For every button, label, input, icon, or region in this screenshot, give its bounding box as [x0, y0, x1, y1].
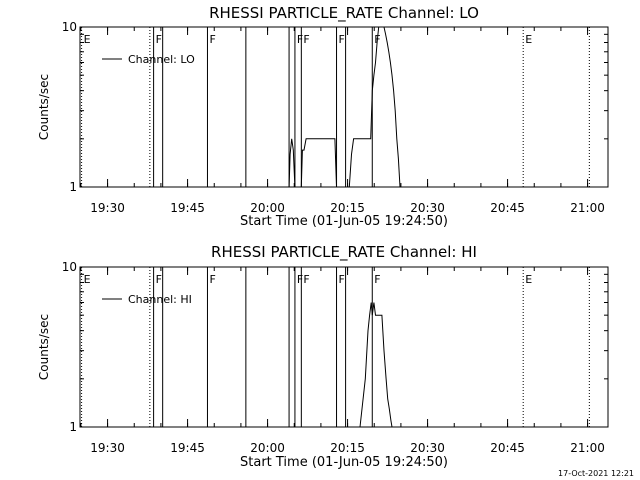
- x-axis-label: Start Time (01-Jun-05 19:24:50): [240, 455, 448, 470]
- y-tick-label: 10: [62, 20, 77, 34]
- event-marker-label: E: [525, 33, 532, 46]
- event-marker-label: F: [209, 273, 215, 286]
- x-tick-label: 20:45: [490, 441, 525, 455]
- x-tick-label: 19:45: [170, 441, 205, 455]
- y-axis-label: Counts/sec: [37, 74, 51, 140]
- x-tick-label: 19:45: [170, 201, 205, 215]
- legend-label: Channel: HI: [128, 293, 192, 306]
- x-tick-label: 20:00: [250, 441, 285, 455]
- x-tick-label: 20:45: [490, 201, 525, 215]
- event-marker-label: E: [525, 273, 532, 286]
- chart-title: RHESSI PARTICLE_RATE Channel: HI: [211, 243, 477, 262]
- plot-frame: [79, 26, 609, 188]
- x-tick-label: 20:00: [250, 201, 285, 215]
- chart-panel-hi: RHESSI PARTICLE_RATE Channel: HI Counts/s…: [37, 243, 609, 470]
- event-marker-label: E: [84, 33, 91, 46]
- x-tick-label: 21:00: [570, 201, 605, 215]
- x-axis-label: Start Time (01-Jun-05 19:24:50): [240, 214, 448, 229]
- x-tick-label: 19:30: [90, 441, 125, 455]
- event-marker-label: F: [156, 33, 162, 46]
- chart-panel-lo: RHESSI PARTICLE_RATE Channel: LO Counts/s…: [37, 4, 609, 229]
- timestamp-footer: 17-Oct-2021 12:21: [558, 469, 634, 478]
- x-tick-label: 20:15: [330, 201, 365, 215]
- event-marker-label: F: [297, 273, 303, 286]
- y-tick-label: 10: [62, 260, 77, 274]
- x-tick-label: 20:30: [410, 441, 445, 455]
- x-tick-label: 20:15: [330, 441, 365, 455]
- legend-label: Channel: LO: [128, 53, 195, 66]
- event-marker-label: F: [374, 273, 380, 286]
- event-marker-label: F: [303, 273, 309, 286]
- x-tick-label: 21:00: [570, 441, 605, 455]
- chart-title: RHESSI PARTICLE_RATE Channel: LO: [209, 4, 479, 23]
- event-marker-label: F: [209, 33, 215, 46]
- x-tick-label: 19:30: [90, 201, 125, 215]
- plot-frame: [79, 266, 609, 428]
- event-marker-label: E: [84, 273, 91, 286]
- x-tick-label: 20:30: [410, 201, 445, 215]
- series-line: [245, 302, 393, 428]
- y-tick-label: 1: [69, 180, 77, 194]
- event-marker-label: F: [156, 273, 162, 286]
- event-marker-label: F: [339, 33, 345, 46]
- y-axis-label: Counts/sec: [37, 314, 51, 380]
- series-line: [245, 26, 402, 188]
- y-tick-label: 1: [69, 420, 77, 434]
- event-marker-label: F: [297, 33, 303, 46]
- event-marker-label: F: [303, 33, 309, 46]
- event-marker-label: F: [339, 273, 345, 286]
